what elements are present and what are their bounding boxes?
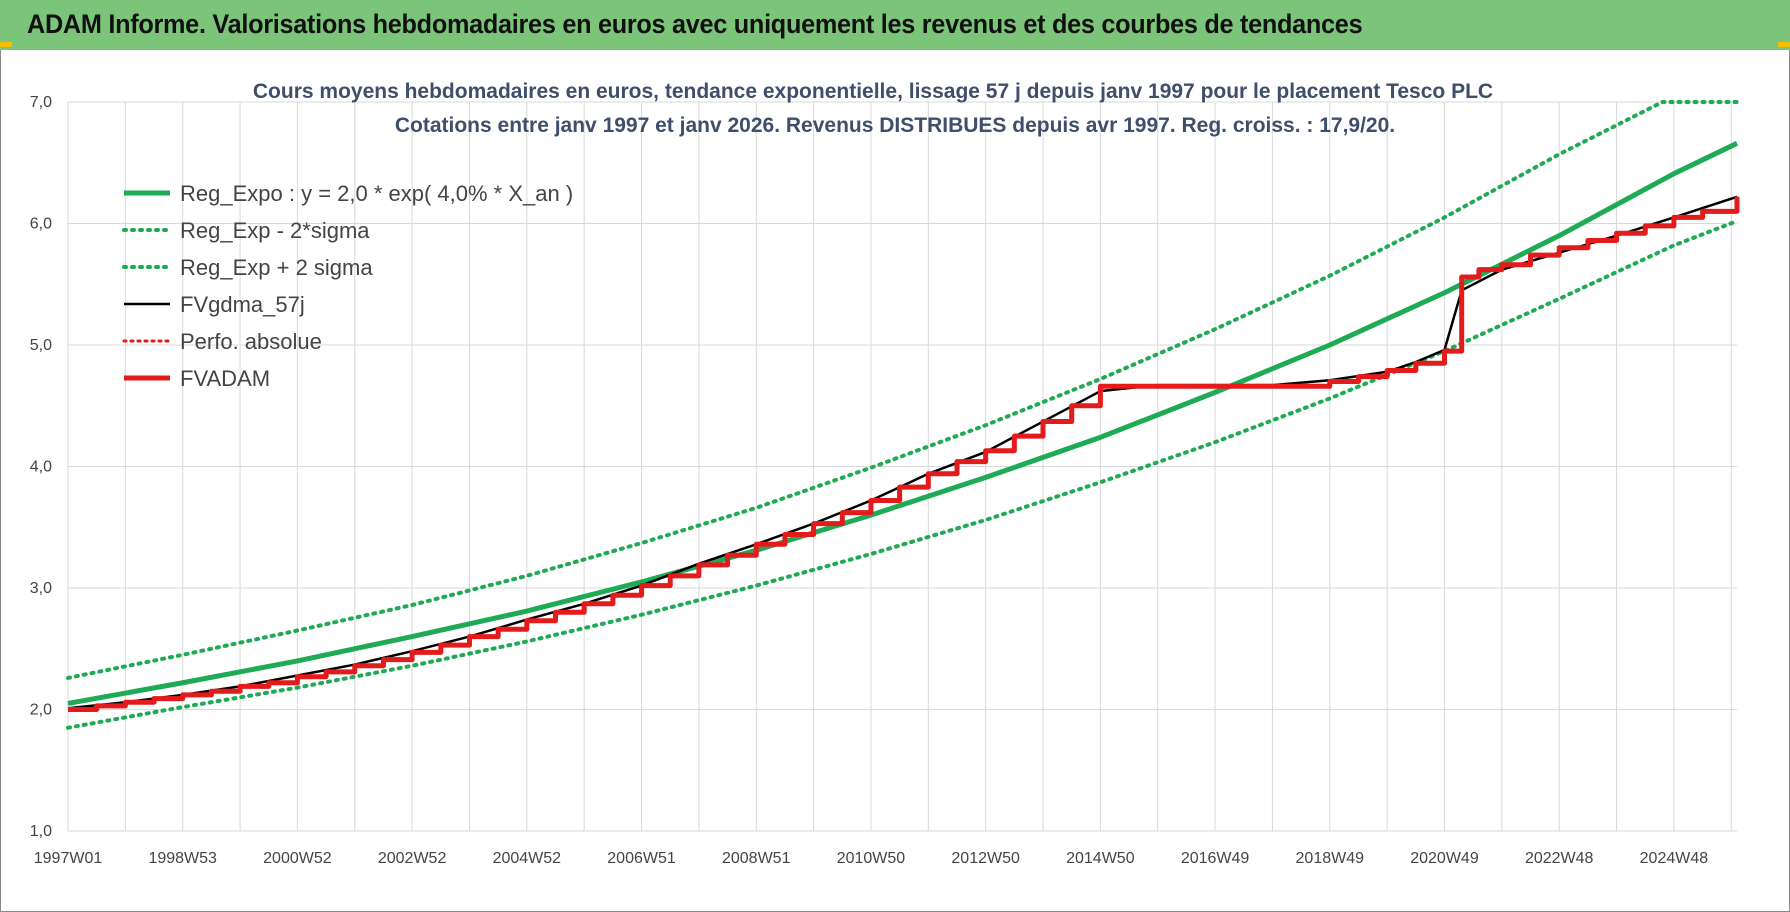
chart-legend: Reg_Expo : y = 2,0 * exp( 4,0% * X_an ) R… xyxy=(122,181,573,391)
report-banner: ADAM Informe. Valorisations hebdomadaire… xyxy=(0,0,1790,50)
chart-title-line2: Cotations entre janv 1997 et janv 2026. … xyxy=(395,114,1395,137)
y-tick-label: 4,0 xyxy=(30,459,52,476)
y-tick-label: 1,0 xyxy=(30,823,52,840)
x-tick-label: 2022W48 xyxy=(1525,850,1594,867)
x-tick-label: 2000W52 xyxy=(263,850,332,867)
x-tick-label: 2004W52 xyxy=(493,850,562,867)
series-line-5 xyxy=(68,196,1740,712)
x-tick-label: 2020W49 xyxy=(1410,850,1479,867)
chart-series xyxy=(66,100,1740,730)
x-tick-label: 2006W51 xyxy=(607,850,676,867)
x-tick-label: 1997W01 xyxy=(34,850,103,867)
legend-label: FVgdma_57j xyxy=(180,292,305,317)
y-tick-label: 3,0 xyxy=(30,580,52,597)
legend-label: Perfo. absolue xyxy=(180,329,322,354)
corner-marker-right xyxy=(1778,42,1790,47)
x-tick-label: 2016W49 xyxy=(1181,850,1250,867)
report-title: ADAM Informe. Valorisations hebdomadaire… xyxy=(27,9,1363,39)
x-tick-label: 2010W50 xyxy=(837,850,906,867)
x-tick-label: 2002W52 xyxy=(378,850,447,867)
y-tick-label: 5,0 xyxy=(30,337,52,354)
legend-label: Reg_Exp - 2*sigma xyxy=(180,218,370,243)
corner-marker-left xyxy=(0,42,12,47)
axis-labels: 1,0 2,0 3,0 4,0 5,0 6,0 7,0 1997W01 1998W53 2000W… xyxy=(30,94,1709,867)
x-tick-label: 2024W48 xyxy=(1640,850,1709,867)
series-line-1 xyxy=(66,219,1739,730)
x-tick-label: 2014W50 xyxy=(1066,850,1135,867)
series-line-2 xyxy=(66,100,1739,680)
y-tick-label: 2,0 xyxy=(30,702,52,719)
y-tick-label: 7,0 xyxy=(30,94,52,111)
x-tick-label: 1998W53 xyxy=(148,850,217,867)
legend-label: Reg_Exp + 2 sigma xyxy=(180,255,373,280)
chart-grid xyxy=(67,101,1737,832)
x-tick-label: 2008W51 xyxy=(722,850,791,867)
x-tick-label: 2012W50 xyxy=(951,850,1020,867)
y-tick-label: 6,0 xyxy=(30,216,52,233)
legend-label: Reg_Expo : y = 2,0 * exp( 4,0% * X_an ) xyxy=(180,181,573,206)
legend-label: FVADAM xyxy=(180,366,270,391)
chart-title-line1: Cours moyens hebdomadaires en euros, ten… xyxy=(253,80,1493,103)
x-tick-label: 2018W49 xyxy=(1296,850,1365,867)
